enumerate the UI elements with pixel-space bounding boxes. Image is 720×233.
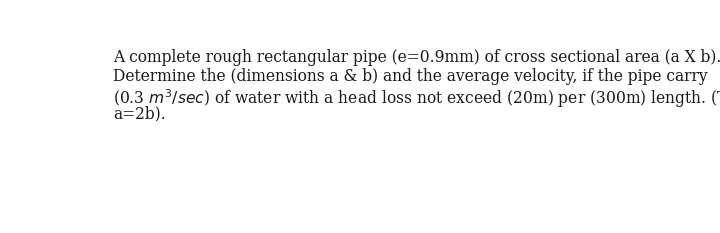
Text: a=2b).: a=2b). [114,106,166,123]
Text: (0.3 $\mathit{m}^3\mathit{/sec}$) of water with a head loss not exceed (20m) per: (0.3 $\mathit{m}^3\mathit{/sec}$) of wat… [114,87,720,110]
Text: Determine the (dimensions a & b) and the average velocity, if the pipe carry: Determine the (dimensions a & b) and the… [114,68,708,85]
Text: A complete rough rectangular pipe (e=0.9mm) of cross sectional area (a X b).: A complete rough rectangular pipe (e=0.9… [114,49,720,66]
